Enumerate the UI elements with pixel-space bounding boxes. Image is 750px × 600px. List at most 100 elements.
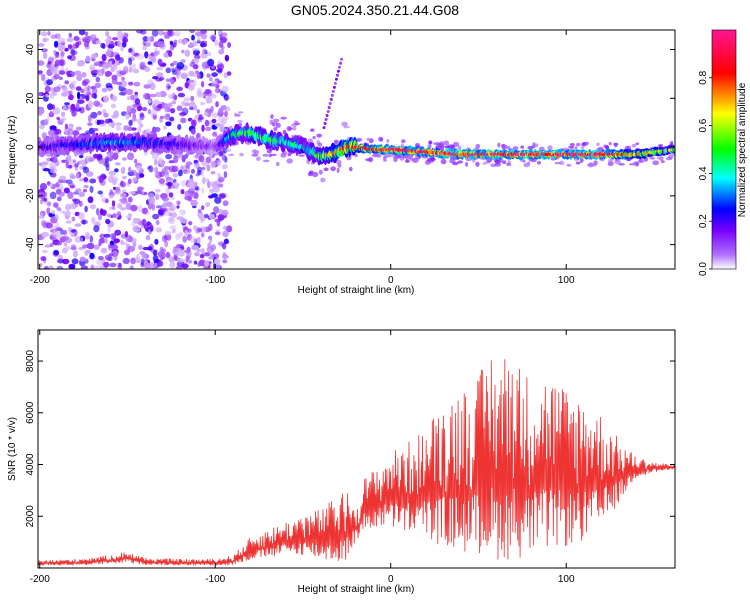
spectrogram-noise-blob [70,229,76,233]
spectrogram-streak-blob [336,73,339,77]
spectrogram-noise-blob [67,55,72,60]
spectrogram-panel: -200 -100 0 100 40 20 0 -20 -40 Height of strai… [7,29,676,296]
spectrogram-noise-blob [158,158,163,164]
spectrogram-noise-blob [221,85,229,93]
spectrogram-noise-blob [196,73,201,79]
spectrogram-noise-blob [190,95,195,102]
spectrogram-noise-blob [64,80,70,85]
spectrogram-noise-blob [197,209,202,213]
spectrogram-noise-blob [155,193,160,200]
spectrogram-streak-blob [337,69,340,73]
spectrogram-noise-blob [67,128,74,136]
spectrogram-halo-blob [368,156,374,163]
spectrogram-noise-blob [176,205,180,209]
spectrogram-noise-blob [223,238,229,245]
spectrogram-halo-blob [574,146,578,151]
colorbar: 0.0 0.2 0.4 0.6 0.8 Normalized spectral ampl… [698,29,748,276]
spectrogram-halo-blob [658,144,664,147]
spectrogram-noise-blob [116,211,122,216]
spectrogram-noise-blob [182,235,188,243]
spectrogram-x-tick-label: 100 [558,275,575,286]
spectrogram-noise-blob [117,203,123,209]
spectrogram-noise-blob [57,44,64,52]
spectrogram-noise-blob [75,86,82,91]
spectrogram-halo-blob [497,142,501,148]
spectrogram-streak-blob [323,122,327,125]
spectrogram-halo-blob [311,171,319,178]
spectrogram-noise-blob [128,166,132,173]
snr-x-axis-label: Height of straight line (km) [298,584,415,595]
spectrogram-noise-blob [66,37,74,43]
spectrogram-noise-blob [92,40,96,45]
spectrogram-noise-blob [130,50,136,56]
spectrogram-halo-blob [583,141,589,146]
spectrogram-noise-blob [78,154,84,159]
spectrogram-noise-blob [224,110,228,118]
spectrogram-noise-blob [64,102,70,106]
spectrogram-noise-blob [82,166,88,170]
spectrogram-noise-blob [152,213,160,220]
spectrogram-noise-blob [176,247,183,252]
spectrogram-halo-blob [457,145,462,150]
spectrogram-halo-blob [635,161,639,167]
spectrogram-halo-blob [486,157,493,163]
spectrogram-halo-blob [262,153,270,157]
spectrogram-noise-blob [85,55,91,63]
spectrogram-noise-blob [213,206,220,214]
spectrogram-noise-blob [165,230,172,236]
spectrogram-noise-blob [161,31,169,36]
spectrogram-halo-blob [554,161,561,165]
spectrogram-noise-blob [216,68,223,73]
spectrogram-noise-blob [214,253,220,259]
spectrogram-noise-blob [187,80,191,84]
spectrogram-noise-blob [126,96,131,101]
spectrogram-noise-blob [52,107,61,115]
spectrogram-noise-blob [50,62,55,68]
spectrogram-noise-blob [146,211,150,216]
spectrogram-noise-blob [115,125,122,131]
spectrogram-noise-blob [143,223,149,230]
spectrogram-noise-blob [221,32,228,37]
spectrogram-noise-blob [204,213,209,219]
spectrogram-noise-blob [53,250,59,256]
spectrogram-halo-blob [317,142,323,147]
spectrogram-noise-blob [217,173,221,178]
spectrogram-noise-blob [70,103,76,111]
colorbar-tick-label: 0.0 [698,262,709,276]
spectrogram-noise-blob [208,195,214,199]
spectrogram-noise-blob [184,49,191,57]
spectrogram-noise-blob [104,160,110,168]
spectrogram-noise-blob [201,124,205,132]
spectrogram-noise-blob [175,265,183,269]
spectrogram-noise-blob [139,123,144,128]
spectrogram-noise-blob [106,213,112,218]
spectrogram-noise-blob [79,256,86,262]
spectrogram-noise-blob [218,150,224,157]
spectrogram-noise-blob [210,170,216,175]
spectrogram-noise-blob [157,41,165,47]
spectrogram-noise-blob [106,87,113,92]
spectrogram-halo-blob [371,154,379,158]
spectrogram-noise-blob [91,58,96,62]
spectrogram-noise-blob [165,251,171,259]
snr-y-tick-label: 6000 [25,401,36,424]
spectrogram-noise-blob [145,40,152,48]
spectrogram-noise-blob [158,178,165,185]
spectrogram-x-ticks: -200 -100 0 100 [30,30,575,286]
spectrogram-noise-blob [98,176,104,184]
spectrogram-halo-blob [336,167,340,173]
spectrogram-noise-blob [188,84,195,91]
spectrogram-noise-blob [54,128,62,135]
spectrogram-noise-blob [199,101,206,106]
spectrogram-noise-blob [206,164,211,172]
spectrogram-noise-blob [152,76,159,80]
spectrogram-streak-blob [338,65,341,69]
spectrogram-noise-blob [169,261,176,269]
spectrogram-noise-blob [44,244,52,248]
spectrogram-noise-blob [44,37,50,42]
spectrogram-noise-blob [108,194,114,199]
spectrogram-y-tick-label: 20 [25,92,36,104]
spectrogram-noise-blob [176,61,185,70]
spectrogram-noise-blob [169,225,177,230]
spectrogram-noise-blob [111,74,118,81]
